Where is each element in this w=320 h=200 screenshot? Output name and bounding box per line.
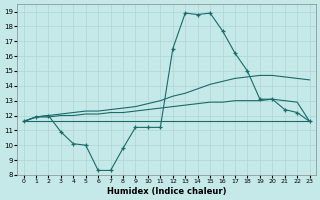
X-axis label: Humidex (Indice chaleur): Humidex (Indice chaleur) bbox=[107, 187, 226, 196]
